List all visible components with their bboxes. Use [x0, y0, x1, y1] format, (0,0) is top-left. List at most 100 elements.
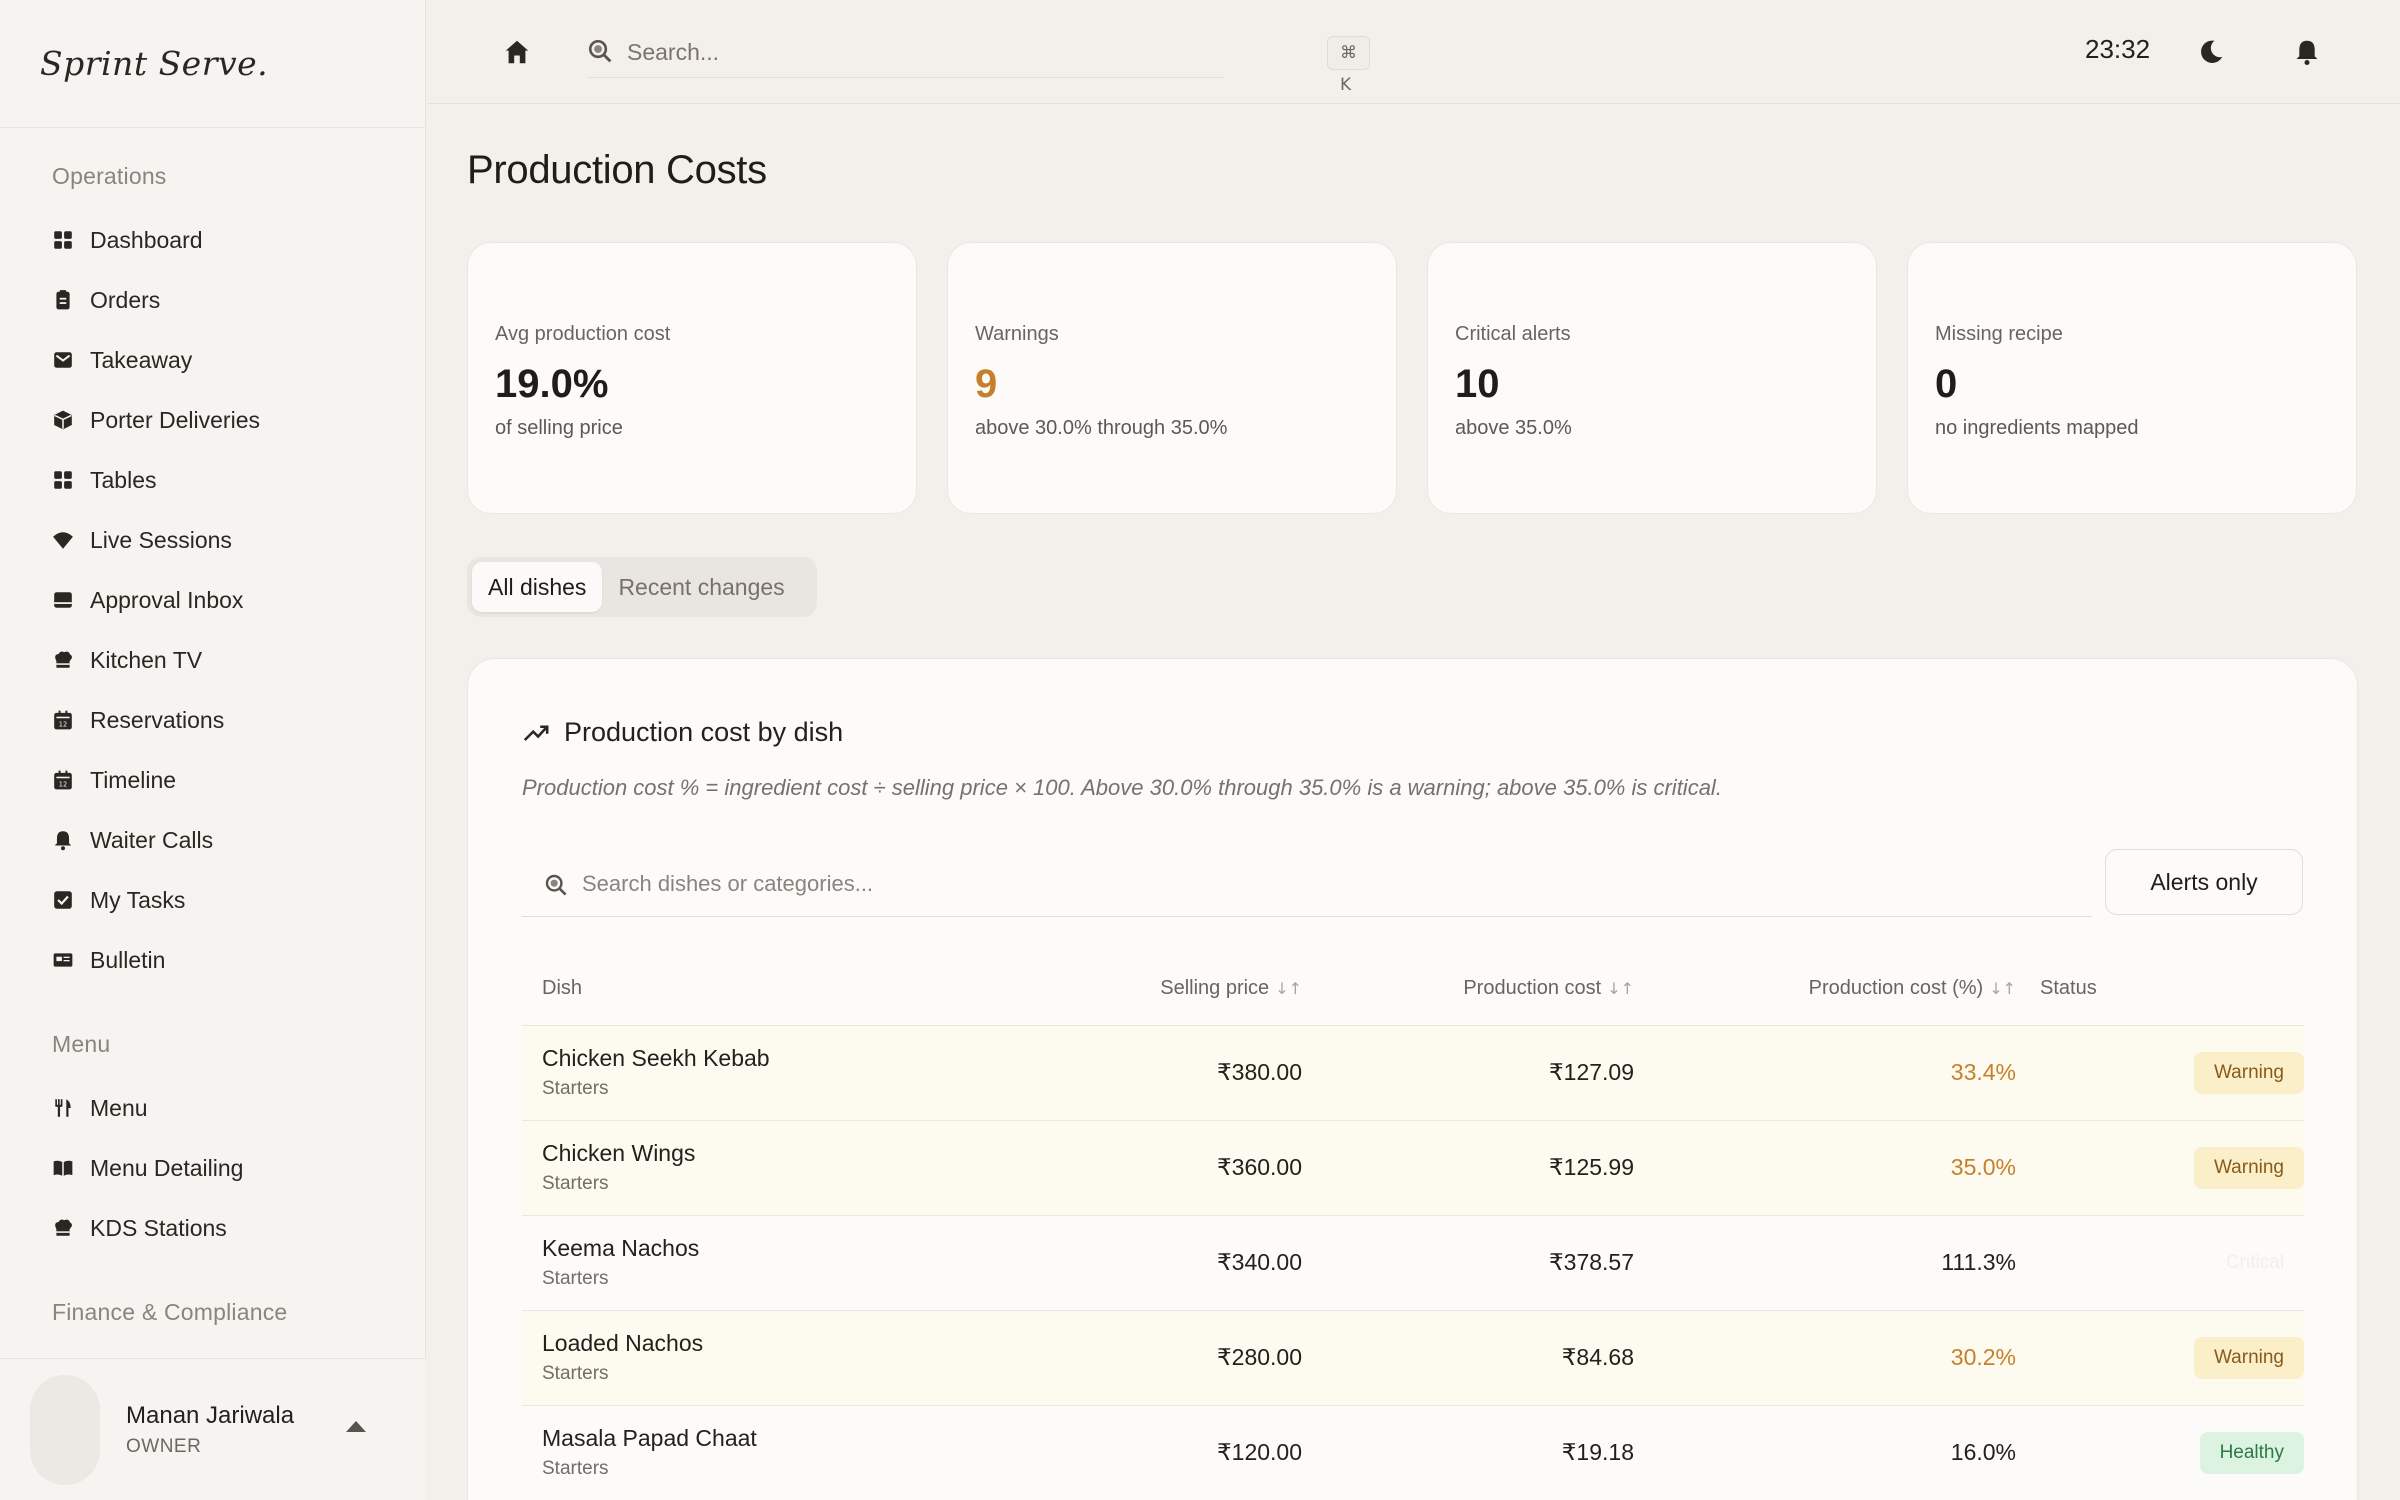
calendar-icon: 12	[52, 709, 74, 731]
section-title-finance: Finance & Compliance	[52, 1299, 288, 1325]
production-cost-pct-cell: 33.4%	[1634, 1025, 2016, 1121]
dish-category: Starters	[542, 1268, 609, 1289]
brand-name: Sprint Serve.	[40, 44, 269, 83]
caret-up-icon[interactable]	[346, 1421, 366, 1432]
sidebar-item-label: Timeline	[90, 766, 177, 793]
sort-icon[interactable]: ↓↑	[1607, 979, 1634, 999]
avatar	[30, 1374, 100, 1485]
panel-description: Production cost % = ingredient cost ÷ se…	[522, 775, 1722, 800]
status-cell: Warning	[2016, 1310, 2304, 1406]
dish-search	[522, 851, 2092, 917]
tab-all-dishes[interactable]: All dishes	[472, 562, 603, 612]
top-bar: ⌘ K 23:32	[427, 0, 2400, 104]
dish-category: Starters	[542, 1078, 609, 1099]
panel-title: Production cost by dish	[564, 717, 844, 747]
sidebar-item-label: Reservations	[90, 706, 225, 733]
sidebar-item-takeaway[interactable]: Takeaway	[52, 330, 425, 390]
table-row[interactable]: Masala Papad Chaat Starters ₹120.00 ₹19.1…	[522, 1405, 2304, 1500]
sidebar-item-timeline[interactable]: 12 Timeline	[52, 750, 425, 810]
status-badge: Healthy	[2199, 1431, 2304, 1474]
column-header-label: Production cost	[1463, 977, 1602, 1000]
table-header-row: Dish Selling price ↓↑ Production cost ↓↑ P…	[522, 953, 2304, 1026]
dish-cell: Chicken Wings Starters	[522, 1120, 1062, 1216]
status-cell: Healthy	[2016, 1405, 2304, 1500]
sidebar-item-label: Kitchen TV	[90, 646, 203, 673]
status-cell: Critical	[2016, 1215, 2304, 1311]
production-cost-table: Dish Selling price ↓↑ Production cost ↓↑ P…	[522, 953, 2304, 1500]
column-header-selling-price[interactable]: Selling price ↓↑	[1062, 953, 1302, 1026]
production-cost-cell: ₹378.57	[1302, 1215, 1634, 1311]
dish-name: Masala Papad Chaat	[542, 1425, 757, 1451]
nav-finance: Finance & Compliance	[0, 1292, 425, 1332]
production-cost-cell: ₹125.99	[1302, 1120, 1634, 1216]
status-badge: Warning	[2193, 1336, 2304, 1379]
mail-icon	[52, 349, 74, 371]
sidebar-item-label: Porter Deliveries	[90, 406, 260, 433]
sort-icon[interactable]: ↓↑	[1989, 979, 2016, 999]
brand-logo[interactable]: Sprint Serve.	[0, 0, 425, 128]
view-tabs: All dishes Recent changes	[467, 557, 817, 617]
sidebar-item-menu-detailing[interactable]: Menu Detailing	[52, 1138, 425, 1198]
sidebar-item-my-tasks[interactable]: My Tasks	[52, 870, 425, 930]
grid-icon	[52, 469, 74, 491]
table-row[interactable]: Keema Nachos Starters ₹340.00 ₹378.57 111…	[522, 1215, 2304, 1311]
svg-text:12: 12	[59, 721, 67, 729]
sort-icon[interactable]: ↓↑	[1275, 979, 1302, 999]
sidebar-item-menu[interactable]: Menu	[52, 1078, 425, 1138]
panel-header: Production cost by dish	[522, 717, 843, 748]
sidebar-item-bulletin[interactable]: Bulletin	[52, 930, 425, 990]
clipboard-icon	[52, 289, 74, 311]
table-row[interactable]: Chicken Seekh Kebab Starters ₹380.00 ₹127…	[522, 1025, 2304, 1121]
utensils-icon	[52, 1097, 74, 1119]
sidebar-item-orders[interactable]: Orders	[52, 270, 425, 330]
stat-card-missing-recipe: Missing recipe 0 no ingredients mapped	[1907, 242, 2357, 514]
column-header-production-cost[interactable]: Production cost ↓↑	[1302, 953, 1634, 1026]
production-cost-cell: ₹19.18	[1302, 1405, 1634, 1500]
dish-cell: Loaded Nachos Starters	[522, 1310, 1062, 1406]
sidebar-item-reservations[interactable]: 12 Reservations	[52, 690, 425, 750]
search-input[interactable]	[627, 30, 1127, 74]
sidebar-item-porter-deliveries[interactable]: Porter Deliveries	[52, 390, 425, 450]
stat-label: Avg production cost	[495, 323, 671, 345]
table-row[interactable]: Chicken Wings Starters ₹360.00 ₹125.99 35…	[522, 1120, 2304, 1216]
sidebar-item-tables[interactable]: Tables	[52, 450, 425, 510]
sidebar-item-kitchen-tv[interactable]: Kitchen TV	[52, 630, 425, 690]
user-menu[interactable]: Manan Jariwala OWNER	[0, 1358, 426, 1500]
stat-label: Warnings	[975, 323, 1059, 345]
trending-up-icon	[523, 724, 549, 741]
wifi-icon	[52, 529, 74, 551]
stat-sub: above 30.0% through 35.0%	[975, 417, 1228, 439]
status-cell: Warning	[2016, 1120, 2304, 1216]
sidebar-item-kds-stations[interactable]: KDS Stations	[52, 1198, 425, 1258]
sidebar-item-dashboard[interactable]: Dashboard	[52, 210, 425, 270]
search-shortcut: ⌘ K	[1327, 36, 1370, 95]
sidebar-item-live-sessions[interactable]: Live Sessions	[52, 510, 425, 570]
search-icon	[588, 39, 612, 63]
status-badge: Warning	[2193, 1051, 2304, 1094]
alerts-only-button[interactable]: Alerts only	[2105, 849, 2303, 915]
selling-price-cell: ₹340.00	[1062, 1215, 1302, 1311]
sidebar: Sprint Serve. Operations Dashboard Order…	[0, 0, 426, 1500]
moon-icon[interactable]	[2197, 38, 2225, 66]
column-header-production-cost-pct[interactable]: Production cost (%) ↓↑	[1634, 953, 2016, 1026]
status-badge: Warning	[2193, 1146, 2304, 1189]
chef-hat-icon	[52, 649, 74, 671]
table-row[interactable]: Loaded Nachos Starters ₹280.00 ₹84.68 30.…	[522, 1310, 2304, 1406]
sidebar-item-approval-inbox[interactable]: Approval Inbox	[52, 570, 425, 630]
home-icon[interactable]	[503, 38, 531, 66]
stat-label: Critical alerts	[1455, 323, 1571, 345]
newspaper-icon	[52, 949, 74, 971]
bell-icon[interactable]	[2293, 38, 2321, 66]
sidebar-item-waiter-calls[interactable]: Waiter Calls	[52, 810, 425, 870]
tab-recent-changes[interactable]: Recent changes	[618, 573, 785, 600]
sidebar-item-label: Dashboard	[90, 226, 203, 253]
dish-search-input[interactable]	[582, 861, 1982, 907]
search-icon	[545, 874, 567, 896]
production-cost-pct-cell: 30.2%	[1634, 1310, 2016, 1406]
column-header-label: Production cost (%)	[1808, 977, 1984, 1000]
book-icon	[52, 1157, 74, 1179]
user-role: OWNER	[126, 1435, 202, 1457]
stat-card-avg-cost: Avg production cost 19.0% of selling pri…	[467, 242, 917, 514]
checkbox-icon	[52, 889, 74, 911]
sidebar-item-label: Menu Detailing	[90, 1154, 244, 1181]
